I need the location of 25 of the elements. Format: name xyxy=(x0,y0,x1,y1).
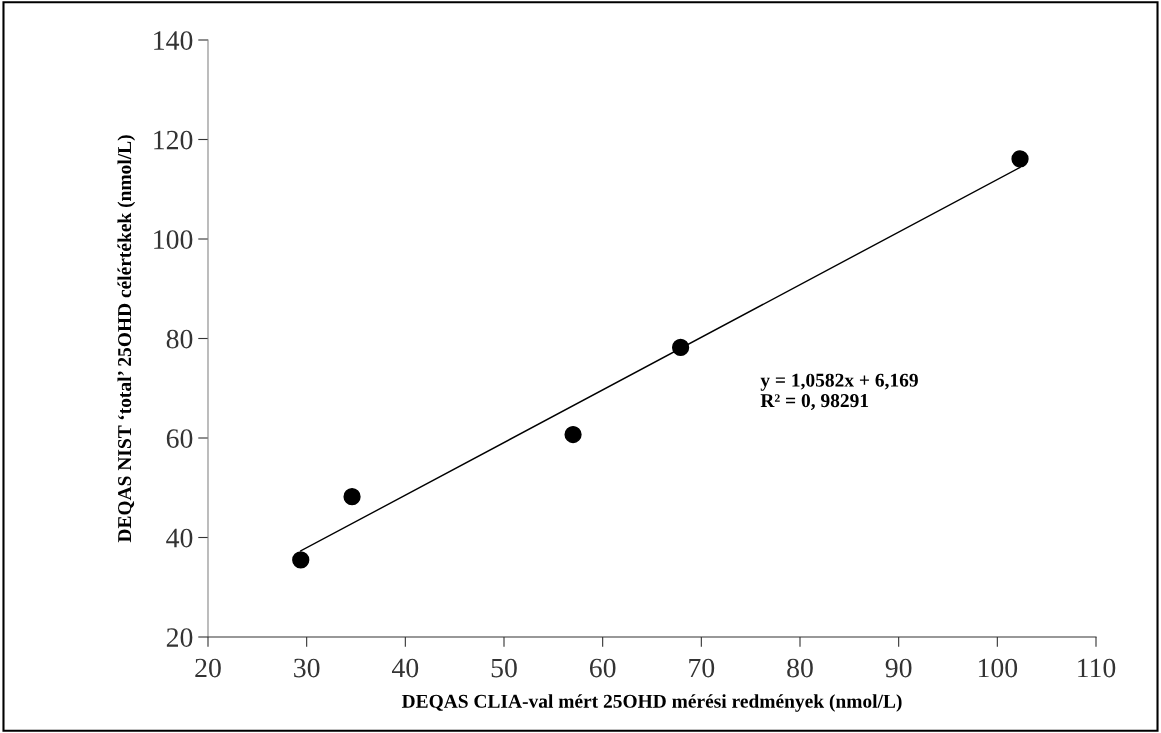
x-tick-label: 40 xyxy=(391,658,419,678)
x-axis-title: DEQAS CLIA-val mért 25OHD mérési redmények (nmol/L) xyxy=(401,694,902,712)
x-tick-label: 90 xyxy=(885,658,912,678)
x-tick-label: 110 xyxy=(1078,658,1116,678)
y-axis-title: DEQAS NIST ‘total’ 25OHD célértékek (nmol/L) xyxy=(117,135,136,543)
x-tick-label: 80 xyxy=(787,658,813,678)
y-tick-label: 100 xyxy=(154,230,193,249)
point xyxy=(1011,150,1029,168)
y-tick-label: 60 xyxy=(166,429,193,448)
x-tick-label: 30 xyxy=(294,658,320,678)
x-tick-label: 100 xyxy=(978,658,1018,678)
x-tick-label: 20 xyxy=(195,658,221,678)
annotation: y = 1,0582x + 6,169 R² = 0, 98291 xyxy=(760,373,918,410)
y-tick-label: 40 xyxy=(166,528,193,548)
point xyxy=(292,551,310,569)
point xyxy=(564,425,582,444)
x-tick-label: 50 xyxy=(491,658,517,678)
y-tick-label: 140 xyxy=(154,31,193,50)
point xyxy=(343,488,361,506)
y-tick-label: 80 xyxy=(166,329,193,349)
x-tick-label: 70 xyxy=(689,658,715,678)
point xyxy=(672,338,690,357)
x-tick-label: 60 xyxy=(589,658,616,678)
y-tick-label: 20 xyxy=(166,628,193,647)
y-tick-label: 120 xyxy=(154,130,193,150)
